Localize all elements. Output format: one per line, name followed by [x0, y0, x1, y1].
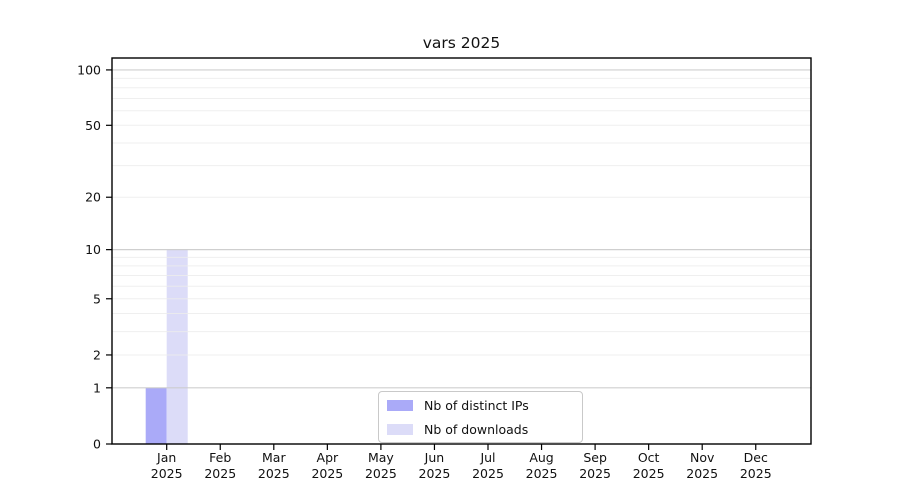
legend-item-distinct-ips: Nb of distinct IPs	[387, 398, 572, 413]
x-tick-label-year-feb: 2025	[204, 466, 236, 481]
y-tick-label-50: 50	[85, 118, 101, 133]
x-tick-label-month-aug: Aug	[529, 450, 553, 465]
x-tick-label-month-oct: Oct	[638, 450, 660, 465]
x-tick-label-month-jul: Jul	[479, 450, 495, 465]
y-tick-label-10: 10	[85, 242, 101, 257]
legend-label-downloads: Nb of downloads	[424, 422, 529, 437]
x-tick-label-year-jun: 2025	[419, 466, 451, 481]
x-tick-label-year-apr: 2025	[311, 466, 343, 481]
plot-area-spines	[111, 57, 812, 445]
bar-nb-of-downloads-jan	[166, 249, 188, 444]
x-tick-label-month-jan: Jan	[156, 450, 176, 465]
x-tick-label-year-may: 2025	[365, 466, 397, 481]
x-tick-label-month-may: May	[368, 450, 394, 465]
x-tick-label-year-aug: 2025	[526, 466, 558, 481]
x-tick-label-month-apr: Apr	[317, 450, 339, 465]
y-tick-label-2: 2	[93, 347, 101, 362]
x-tick-label-month-sep: Sep	[583, 450, 607, 465]
x-tick-label-month-nov: Nov	[690, 450, 715, 465]
legend-item-downloads: Nb of downloads	[387, 422, 572, 437]
y-tick-label-100: 100	[77, 62, 101, 77]
x-tick-label-month-jun: Jun	[424, 450, 445, 465]
chart-title: vars 2025	[422, 34, 501, 52]
y-tick-label-0: 0	[93, 437, 101, 452]
legend-swatch-distinct-ips	[387, 400, 413, 411]
x-tick-label-year-sep: 2025	[579, 466, 611, 481]
y-tick-label-20: 20	[85, 190, 101, 205]
legend-swatch-downloads	[387, 424, 413, 435]
y-tick-label-1: 1	[93, 380, 101, 395]
x-tick-label-year-dec: 2025	[740, 466, 772, 481]
x-tick-label-year-nov: 2025	[686, 466, 718, 481]
x-tick-label-year-jan: 2025	[151, 466, 183, 481]
x-tick-label-year-oct: 2025	[633, 466, 665, 481]
x-tick-label-year-mar: 2025	[258, 466, 290, 481]
x-tick-label-year-jul: 2025	[472, 466, 504, 481]
legend-label-distinct-ips: Nb of distinct IPs	[424, 398, 529, 413]
legend: Nb of distinct IPs Nb of downloads	[378, 391, 583, 443]
x-tick-label-month-dec: Dec	[744, 450, 768, 465]
bar-nb-of-distinct-ips-jan	[145, 387, 167, 444]
x-tick-label-month-mar: Mar	[262, 450, 286, 465]
x-tick-label-month-feb: Feb	[209, 450, 231, 465]
y-tick-label-5: 5	[93, 291, 101, 306]
